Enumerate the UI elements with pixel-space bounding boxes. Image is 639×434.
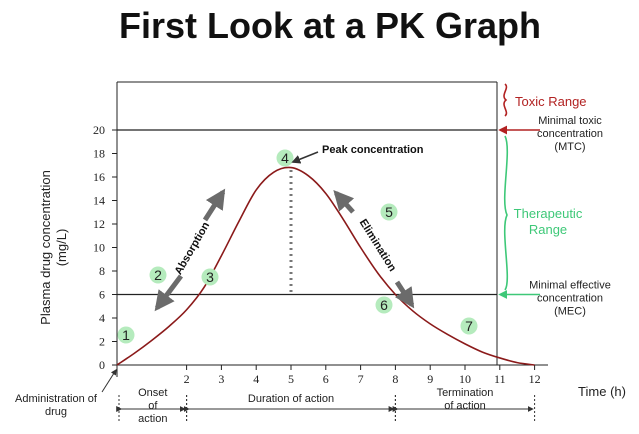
y-tick-label-16: 16 — [93, 170, 105, 184]
x-tick-label-6: 6 — [323, 372, 329, 386]
stage-markers: 1 2 3 4 5 6 7 — [117, 149, 478, 344]
concentration-curve-group — [116, 166, 535, 366]
marker-circle-5 — [380, 203, 398, 221]
y-tick-label-10: 10 — [93, 241, 105, 255]
phase-label-0: Onset of action — [138, 387, 167, 425]
x-tick-label-5: 5 — [288, 372, 294, 386]
administration-label: Administration of drug — [15, 393, 98, 418]
y-tick-label-6: 6 — [99, 288, 105, 302]
marker-circle-1 — [117, 326, 135, 344]
x-tick-label-7: 7 — [358, 372, 364, 386]
administration-arrow — [101, 368, 117, 393]
x-tick-label-8: 8 — [392, 372, 398, 386]
x-tick-label-12: 12 — [529, 372, 541, 386]
marker-label-6: 6 — [380, 297, 388, 313]
marker-label-3: 3 — [206, 269, 214, 285]
concentration-curve — [116, 166, 535, 366]
threshold-label-0: Minimal toxic concentration (MTC) — [537, 115, 603, 153]
phase-label-1: Duration of action — [248, 393, 334, 405]
marker-label-2: 2 — [154, 267, 162, 283]
y-tick-label-20: 20 — [93, 123, 105, 137]
x-axis-label: Time (h) — [578, 384, 626, 399]
marker-label-5: 5 — [385, 204, 393, 220]
threshold-label-1: Minimal effective concentration (MEC) — [529, 280, 611, 318]
phase-brackets: Onset of action Duration of action Terminati… — [116, 387, 536, 425]
marker-label-7: 7 — [465, 318, 473, 334]
elimination-arrow-low — [394, 280, 415, 309]
elimination-arrow-high — [333, 190, 355, 214]
y-tick-label-8: 8 — [99, 264, 105, 278]
y-tick-label-0: 0 — [99, 358, 105, 372]
y-tick-label-12: 12 — [93, 217, 105, 231]
marker-circle-3 — [201, 268, 219, 286]
x-tick-label-2: 2 — [184, 372, 190, 386]
marker-circle-6 — [375, 296, 393, 314]
plot-frame — [116, 81, 548, 377]
marker-label-1: 1 — [122, 327, 130, 343]
y-tick-label-18: 18 — [93, 147, 105, 161]
marker-circle-7 — [460, 317, 478, 335]
therapeutic-range-label: Therapeutic Range — [514, 206, 583, 237]
peak-arrow — [291, 151, 319, 164]
therapeutic-bracket — [503, 135, 509, 291]
y-axis-label: Plasma drug concentration(mg/L) — [38, 170, 69, 325]
range-brackets: Toxic Range Therapeutic Range — [498, 83, 587, 299]
y-tick-label-14: 14 — [93, 194, 105, 208]
elimination-label: Elimination — [357, 217, 399, 274]
marker-circle-2 — [149, 266, 167, 284]
threshold-lines: Minimal toxic concentration (MTC) Minimal e… — [117, 115, 611, 318]
chart-title: First Look at a PK Graph — [119, 5, 541, 46]
x-tick-label-4: 4 — [253, 372, 259, 386]
x-tick-label-11: 11 — [494, 372, 506, 386]
x-tick-label-3: 3 — [218, 372, 224, 386]
absorption-arrow-low — [154, 274, 183, 312]
marker-label-4: 4 — [281, 150, 289, 166]
x-tick-label-9: 9 — [427, 372, 433, 386]
phase-label-2: Termination of action — [437, 387, 494, 412]
toxic-range-label: Toxic Range — [515, 94, 587, 109]
marker-circle-4 — [276, 149, 294, 167]
toxic-bracket — [503, 83, 508, 117]
y-tick-label-4: 4 — [99, 311, 105, 325]
y-tick-label-2: 2 — [99, 335, 105, 349]
peak-label: Peak concentration — [322, 144, 424, 156]
x-tick-label-10: 10 — [459, 372, 471, 386]
absorption-arrow-high — [202, 188, 226, 222]
